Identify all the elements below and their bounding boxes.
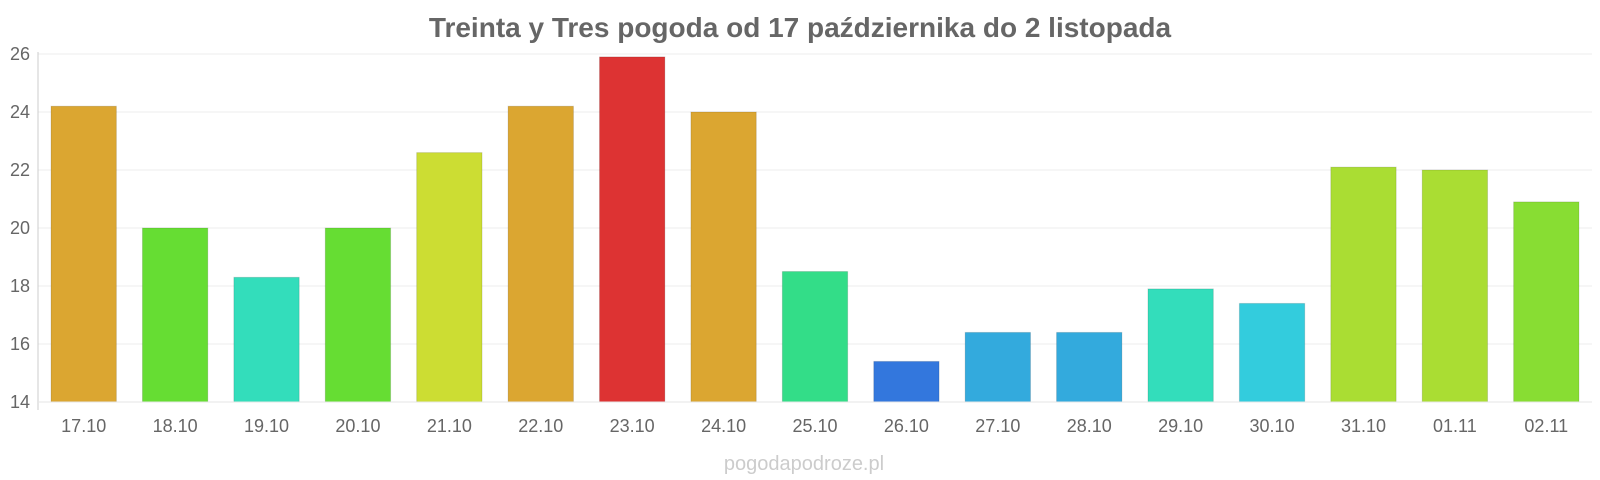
x-tick-label: 01.11: [1433, 416, 1477, 436]
y-tick-label: 14: [10, 392, 30, 412]
bar: [1421, 169, 1489, 403]
y-axis: 14 16 18 20 22 24 26: [10, 44, 39, 412]
x-tick-label: 02.11: [1524, 416, 1568, 436]
bar: [1147, 288, 1214, 403]
y-tick-label: 22: [10, 160, 30, 180]
x-tick-label: 24.10: [701, 416, 746, 436]
x-axis: 17.10 18.10 19.10 20.10 21.10 22.10 23.10 24.10…: [38, 401, 1592, 436]
bar: [507, 105, 574, 403]
bar: [598, 56, 666, 403]
bar: [1330, 166, 1397, 403]
y-tick-label: 18: [10, 276, 30, 296]
bar: [1238, 302, 1306, 403]
bar: [1056, 331, 1123, 403]
x-tick-label: 25.10: [792, 416, 837, 436]
x-tick-label: 27.10: [975, 416, 1020, 436]
watermark: pogodapodroze.pl: [724, 453, 884, 475]
bar: [50, 105, 117, 403]
y-tick-label: 24: [10, 102, 30, 122]
x-tick-label: 19.10: [244, 416, 289, 436]
y-tick-label: 26: [10, 44, 30, 64]
x-tick-label: 22.10: [518, 416, 563, 436]
x-tick-label: 18.10: [153, 416, 198, 436]
x-tick-label: 31.10: [1341, 416, 1386, 436]
bar: [141, 227, 209, 403]
bar: [690, 111, 757, 403]
bar: [964, 331, 1032, 403]
x-tick-label: 17.10: [61, 416, 106, 436]
bar: [873, 360, 940, 403]
x-tick-label: 23.10: [610, 416, 655, 436]
bar: [1513, 201, 1580, 403]
bar: [324, 227, 392, 403]
x-tick-label: 29.10: [1158, 416, 1203, 436]
bar: [416, 152, 483, 403]
bar: [233, 276, 300, 403]
x-tick-label: 30.10: [1250, 416, 1295, 436]
x-tick-label: 26.10: [884, 416, 929, 436]
chart-title: Treinta y Tres pogoda od 17 października…: [429, 12, 1172, 43]
x-tick-label: 28.10: [1067, 416, 1112, 436]
bar: [781, 271, 849, 403]
y-tick-label: 16: [10, 334, 30, 354]
bars: [50, 56, 1580, 403]
y-tick-label: 20: [10, 218, 30, 238]
x-tick-label: 20.10: [335, 416, 380, 436]
x-tick-label: 21.10: [427, 416, 472, 436]
